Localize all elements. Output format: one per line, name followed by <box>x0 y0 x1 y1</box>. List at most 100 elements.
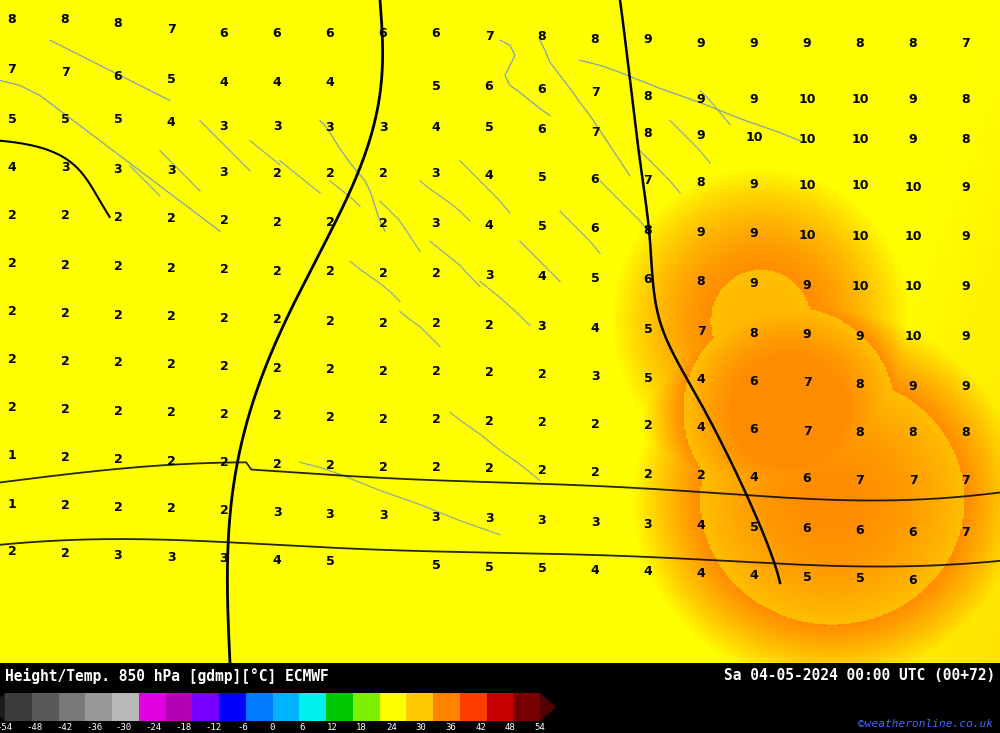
Text: 4: 4 <box>220 76 228 89</box>
Text: 6: 6 <box>856 524 864 537</box>
Text: 9: 9 <box>856 330 864 343</box>
Text: 2: 2 <box>485 319 493 331</box>
Text: 7: 7 <box>591 126 599 139</box>
Text: 9: 9 <box>909 133 917 146</box>
Text: 7: 7 <box>167 23 175 37</box>
Text: 7: 7 <box>962 526 970 539</box>
Text: 8: 8 <box>644 128 652 141</box>
Text: 8: 8 <box>962 133 970 146</box>
Bar <box>85 693 112 721</box>
Text: 9: 9 <box>962 330 970 343</box>
Bar <box>272 693 299 721</box>
Text: 2: 2 <box>61 259 69 272</box>
Text: 3: 3 <box>644 517 652 531</box>
Text: 3: 3 <box>432 167 440 180</box>
Text: 3: 3 <box>485 269 493 281</box>
Text: 2: 2 <box>326 411 334 424</box>
Text: 5: 5 <box>591 272 599 285</box>
Text: 6: 6 <box>909 526 917 539</box>
Bar <box>353 693 380 721</box>
Bar <box>5 693 32 721</box>
Text: 10: 10 <box>851 133 869 146</box>
Text: 4: 4 <box>326 76 334 89</box>
Text: 2: 2 <box>220 408 228 421</box>
Text: 9: 9 <box>750 93 758 106</box>
Text: 2: 2 <box>379 167 387 180</box>
Text: 6: 6 <box>750 375 758 388</box>
Text: 9: 9 <box>750 37 758 50</box>
Text: 4: 4 <box>538 270 546 283</box>
Text: 2: 2 <box>326 167 334 180</box>
Text: 7: 7 <box>697 325 705 338</box>
Text: 3: 3 <box>485 512 493 526</box>
Text: 2: 2 <box>273 458 281 471</box>
Text: 9: 9 <box>803 328 811 342</box>
Text: 10: 10 <box>798 180 816 192</box>
Text: 9: 9 <box>750 178 758 191</box>
Text: 2: 2 <box>114 309 122 322</box>
Text: 2: 2 <box>379 267 387 280</box>
Bar <box>513 693 540 721</box>
Text: 2: 2 <box>61 209 69 222</box>
Text: 5: 5 <box>432 80 440 93</box>
Text: 3: 3 <box>591 515 599 528</box>
Text: 2: 2 <box>167 310 175 323</box>
Text: -18: -18 <box>175 723 191 732</box>
Text: 2: 2 <box>485 415 493 428</box>
Text: 7: 7 <box>8 63 16 76</box>
Text: 3: 3 <box>273 119 281 133</box>
Text: 8: 8 <box>962 426 970 439</box>
Text: 12: 12 <box>327 723 337 732</box>
Text: 2: 2 <box>432 365 440 378</box>
Text: 6: 6 <box>803 522 811 535</box>
Text: -48: -48 <box>27 723 43 732</box>
Text: 2: 2 <box>591 465 599 479</box>
Text: 6: 6 <box>273 26 281 40</box>
Text: 2: 2 <box>379 317 387 330</box>
Text: 5: 5 <box>803 570 811 583</box>
Text: 6: 6 <box>591 172 599 185</box>
Text: 8: 8 <box>962 93 970 106</box>
Text: 10: 10 <box>851 230 869 243</box>
Text: 2: 2 <box>167 262 175 275</box>
Text: 6: 6 <box>220 26 228 40</box>
Text: 2: 2 <box>167 454 175 468</box>
Text: 9: 9 <box>644 33 652 46</box>
Text: 2: 2 <box>326 265 334 279</box>
Bar <box>112 693 139 721</box>
Text: 2: 2 <box>432 413 440 426</box>
Text: 1: 1 <box>8 498 16 511</box>
Text: 3: 3 <box>273 506 281 519</box>
Text: 4: 4 <box>697 519 705 532</box>
Text: 2: 2 <box>8 545 16 559</box>
Text: 2: 2 <box>273 361 281 375</box>
Text: 4: 4 <box>591 564 599 577</box>
Bar <box>192 693 219 721</box>
Text: 8: 8 <box>697 276 705 288</box>
Text: 3: 3 <box>379 509 387 522</box>
Text: 7: 7 <box>61 67 69 79</box>
Text: 2: 2 <box>326 315 334 328</box>
Text: 3: 3 <box>432 511 440 524</box>
Text: 9: 9 <box>962 230 970 243</box>
Text: 3: 3 <box>379 121 387 134</box>
Text: 7: 7 <box>856 474 864 487</box>
Text: 2: 2 <box>114 452 122 465</box>
Text: 7: 7 <box>485 30 493 43</box>
Text: 7: 7 <box>962 474 970 487</box>
Text: 9: 9 <box>962 280 970 293</box>
Bar <box>380 693 406 721</box>
Text: ©weatheronline.co.uk: ©weatheronline.co.uk <box>858 719 993 729</box>
Text: 2: 2 <box>167 213 175 226</box>
Text: 6: 6 <box>538 83 546 96</box>
Text: -54: -54 <box>0 723 13 732</box>
Text: 2: 2 <box>61 306 69 320</box>
Text: 2: 2 <box>326 459 334 472</box>
Text: 0: 0 <box>270 723 275 732</box>
Text: 2: 2 <box>61 548 69 561</box>
Text: 4: 4 <box>697 421 705 435</box>
Text: 8: 8 <box>856 426 864 439</box>
Text: -42: -42 <box>56 723 73 732</box>
Text: 5: 5 <box>538 562 546 575</box>
Text: Height/Temp. 850 hPa [gdmp][°C] ECMWF: Height/Temp. 850 hPa [gdmp][°C] ECMWF <box>5 668 329 685</box>
